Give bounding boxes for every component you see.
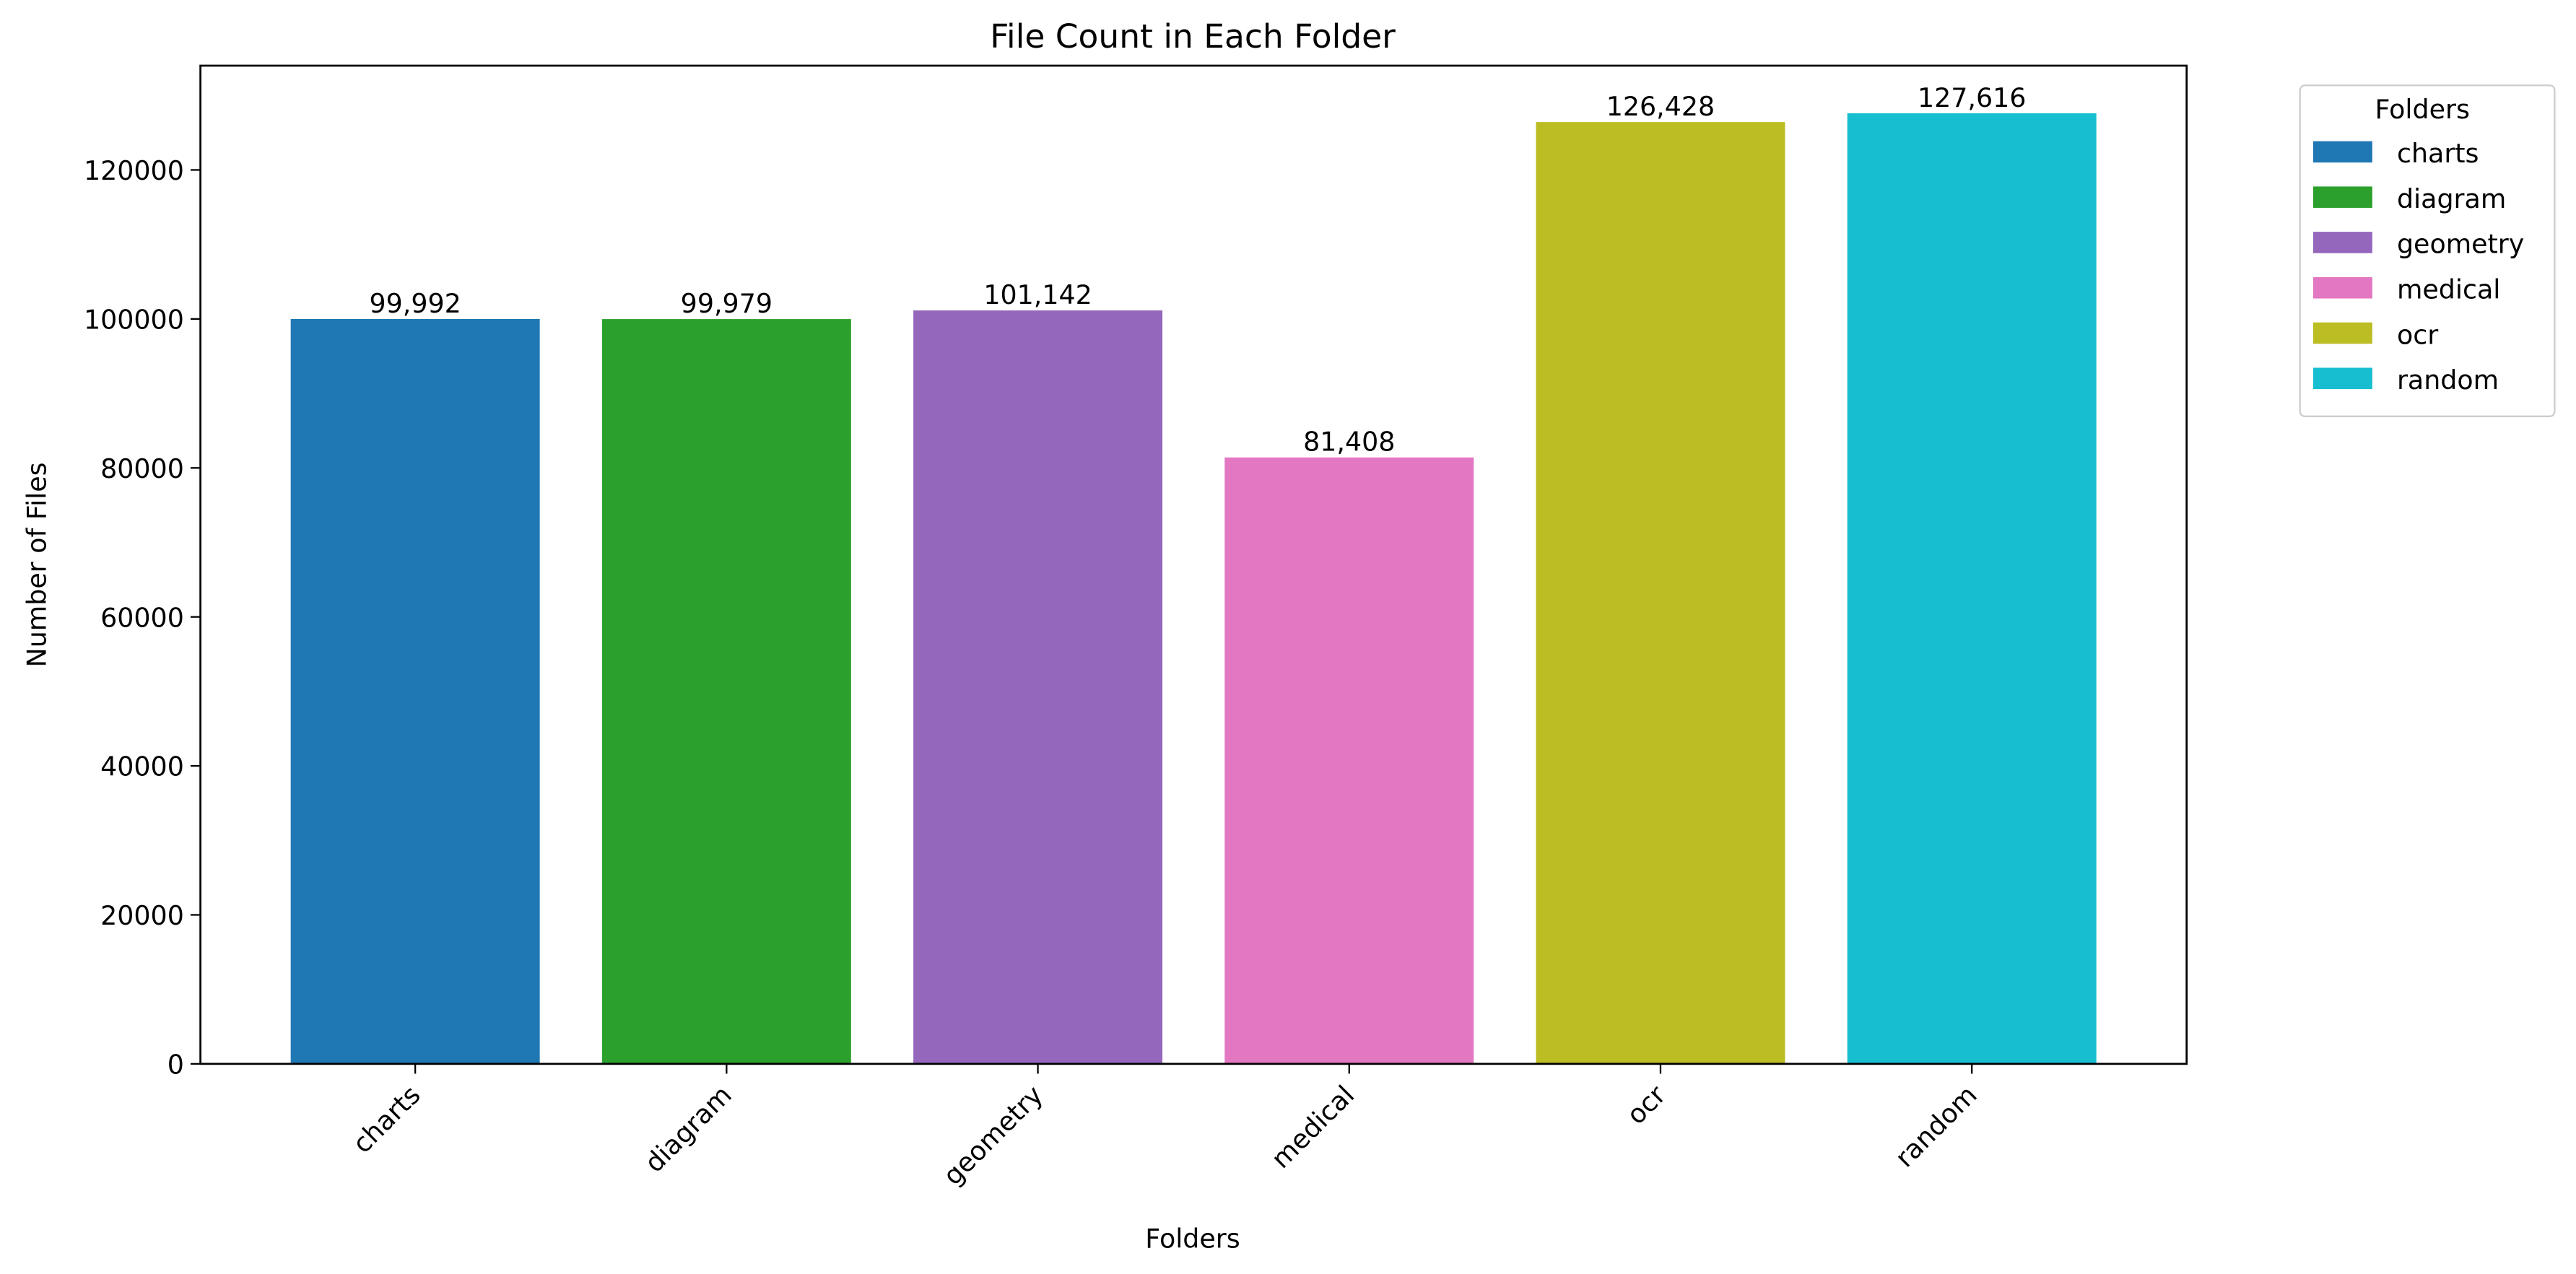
legend-swatch	[2312, 186, 2372, 208]
bar	[601, 319, 851, 1064]
y-tick-label: 60000	[100, 602, 184, 633]
y-tick-label: 20000	[100, 900, 184, 931]
legend-label: random	[2397, 365, 2499, 396]
value-label: 81,408	[1303, 427, 1395, 458]
legend-label: ocr	[2397, 319, 2438, 350]
bar	[1224, 457, 1474, 1064]
value-label: 99,979	[681, 288, 773, 319]
x-axis-label: Folders	[1145, 1223, 1240, 1255]
chart-title: File Count in Each Folder	[990, 17, 1396, 56]
bar	[913, 310, 1163, 1064]
bar	[1847, 113, 2097, 1064]
value-label: 126,428	[1606, 91, 1715, 122]
y-axis-label: Number of Files	[22, 462, 53, 667]
y-tick-label: 0	[167, 1050, 184, 1081]
legend-label: diagram	[2397, 183, 2506, 214]
value-label: 99,992	[369, 288, 461, 319]
legend: Folders charts diagram geometry medical ocr ra…	[2299, 84, 2556, 417]
legend-swatch	[2312, 322, 2372, 344]
legend-label: charts	[2397, 138, 2479, 169]
legend-label: geometry	[2397, 229, 2524, 260]
legend-swatch	[2312, 367, 2372, 390]
legend-label: medical	[2397, 274, 2500, 305]
legend-swatch	[2312, 232, 2372, 253]
y-tick-label: 40000	[100, 751, 184, 782]
legend-swatch	[2312, 276, 2372, 299]
bar	[290, 318, 540, 1064]
bar	[1536, 122, 1785, 1064]
legend-swatch	[2312, 141, 2372, 163]
legend-title: Folders	[2375, 94, 2470, 125]
y-tick-label: 100000	[84, 305, 184, 336]
value-label: 127,616	[1918, 82, 2026, 113]
y-tick-label: 120000	[84, 155, 184, 186]
value-label: 101,142	[983, 279, 1092, 310]
axes-frame	[199, 64, 2188, 1065]
y-tick-label: 80000	[100, 453, 184, 484]
